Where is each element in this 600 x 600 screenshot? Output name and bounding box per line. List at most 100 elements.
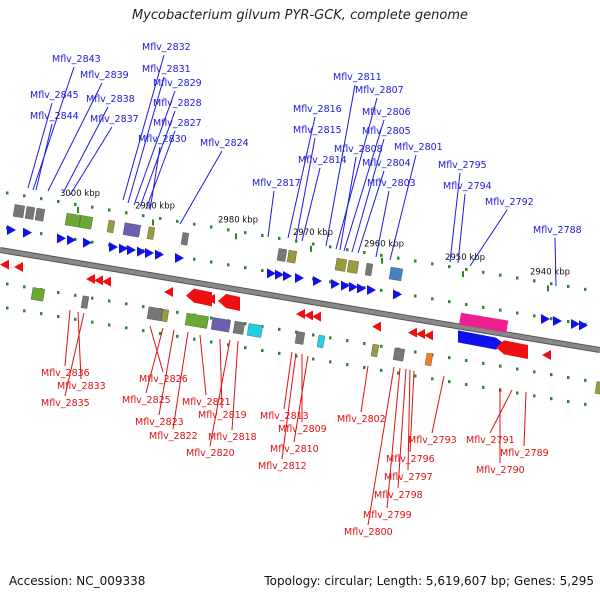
track-dot	[465, 383, 468, 386]
cog-box-forward	[122, 222, 141, 238]
track-dot	[210, 316, 213, 320]
forward-gene-label: Mflv_2792	[485, 197, 534, 208]
reverse-gene-label: Mflv_2796	[386, 454, 435, 465]
forward-label-leader	[295, 137, 316, 241]
cog-box-reverse	[370, 343, 380, 358]
reverse-label-leader	[397, 368, 407, 489]
track-dot	[482, 305, 485, 309]
track-dot	[108, 323, 111, 327]
reverse-gene-label: Mflv_2818	[208, 432, 257, 443]
forward-gene-arrow	[137, 246, 146, 257]
reverse-label-leader	[149, 325, 164, 373]
reverse-gene-label: Mflv_2820	[186, 448, 235, 459]
forward-label-leader	[122, 54, 165, 201]
forward-gene-arrow	[579, 320, 588, 331]
reverse-label-leader	[158, 329, 175, 416]
reverse-label-leader	[367, 366, 395, 526]
reverse-gene-label: Mflv_2836	[41, 368, 90, 379]
track-dot	[193, 337, 196, 341]
track-dot	[295, 330, 298, 334]
track-dot	[465, 268, 468, 271]
track-dot	[329, 245, 332, 249]
forward-gene-label: Mflv_2814	[298, 155, 347, 166]
track-dot	[142, 329, 145, 333]
forward-gene-arrow	[109, 242, 118, 252]
cog-box-forward	[24, 206, 36, 220]
reverse-gene-arrow	[164, 287, 173, 297]
forward-gene-label: Mflv_2801	[394, 142, 443, 153]
reverse-gene-label: Mflv_2791	[466, 435, 515, 446]
reverse-label-leader	[489, 389, 513, 434]
reverse-label-leader	[219, 338, 223, 409]
reverse-gene-arrow	[424, 330, 433, 341]
track-dot	[482, 270, 485, 274]
scale-tick-label: 2990 kbp	[135, 202, 175, 212]
reverse-label-leader	[407, 369, 411, 471]
reverse-label-leader	[409, 370, 415, 453]
track-dot	[346, 339, 349, 343]
forward-gene-arrow	[155, 249, 164, 260]
reverse-gene-long	[496, 340, 528, 359]
forward-gene-label: Mflv_2803	[367, 178, 416, 189]
rna-block	[459, 312, 509, 333]
cog-box-forward	[286, 249, 298, 264]
track-dot	[227, 343, 230, 347]
reverse-gene-arrow	[304, 310, 313, 321]
track-dot	[448, 300, 451, 304]
track-dot	[278, 351, 281, 355]
forward-gene-label: Mflv_2843	[52, 54, 101, 65]
cog-box-forward	[180, 232, 190, 246]
track-dot	[516, 367, 519, 371]
forward-gene-label: Mflv_2829	[153, 78, 202, 89]
cog-box-reverse	[210, 317, 231, 333]
track-dot	[295, 239, 298, 243]
reverse-label-leader	[386, 367, 401, 509]
track-dot	[380, 344, 383, 348]
track-dot	[550, 373, 553, 377]
track-dot	[91, 240, 94, 244]
accession-text: Accession: NC_009338	[9, 574, 146, 588]
scale-tick-label: 2950 kbp	[445, 253, 485, 263]
cog-box-forward	[364, 262, 374, 277]
track-dot	[329, 280, 332, 284]
forward-gene-label: Mflv_2831	[142, 64, 191, 75]
track-dot	[57, 200, 60, 203]
reverse-gene-label: Mflv_2799	[363, 510, 412, 521]
forward-label-leader	[325, 84, 356, 247]
track-dot	[227, 263, 230, 267]
track-dot	[6, 282, 9, 286]
track-dot	[380, 288, 383, 292]
track-dot	[363, 251, 366, 254]
track-dot	[40, 232, 43, 236]
forward-gene-label: Mflv_2805	[362, 126, 411, 137]
track-dot	[244, 231, 247, 235]
reverse-gene-label: Mflv_2789	[500, 448, 549, 459]
forward-gene-arrow	[331, 279, 340, 289]
forward-label-leader	[133, 90, 176, 206]
track-dot	[108, 299, 111, 303]
reverse-gene-label: Mflv_2825	[122, 395, 171, 406]
track-dot	[142, 305, 145, 309]
track-dot	[550, 317, 553, 321]
reverse-gene-label: Mflv_2823	[135, 417, 184, 428]
cog-box-reverse	[184, 312, 209, 329]
reverse-gene-label: Mflv_2835	[41, 398, 90, 409]
track-dot	[142, 214, 145, 218]
reverse-gene-label: Mflv_2790	[476, 465, 525, 476]
track-dot	[380, 368, 383, 372]
forward-gene-long	[458, 330, 504, 350]
forward-gene-label: Mflv_2828	[153, 98, 202, 109]
forward-label-leader	[335, 97, 378, 250]
forward-gene-arrow	[393, 289, 402, 300]
reverse-label-leader	[293, 355, 309, 443]
track-dot	[533, 370, 536, 374]
forward-label-leader	[267, 190, 275, 238]
forward-label-leader	[301, 167, 321, 242]
scale-tick-label: 2980 kbp	[218, 215, 258, 225]
reverse-gene-label: Mflv_2802	[337, 414, 386, 425]
reverse-gene-long	[186, 288, 212, 307]
track-dot	[57, 291, 60, 294]
forward-label-leader	[127, 76, 165, 204]
reverse-gene-label: Mflv_2813	[260, 411, 309, 422]
